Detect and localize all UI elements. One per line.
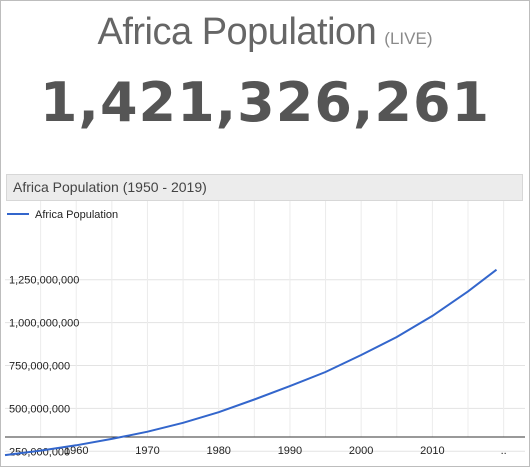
x-axis-labels: 1960 1970 1980 1990 2000 2010.. [64, 445, 507, 457]
title-row: Africa Population (LIVE) [1, 11, 529, 54]
legend-label: Africa Population [35, 209, 118, 221]
x-tick-label: 1980 [206, 445, 230, 457]
x-tick-label: 1990 [278, 445, 302, 457]
series-line-africa-population [4, 268, 498, 457]
x-tick-label: 1970 [135, 445, 159, 457]
y-axis-labels: 250,000,000500,000,000750,000,0001,000,0… [9, 275, 79, 459]
population-chart: 250,000,000500,000,000750,000,0001,000,0… [4, 201, 525, 459]
x-tick-label: .. [501, 445, 507, 457]
x-tick-label: 2010 [420, 445, 444, 457]
x-tick-label: 2000 [349, 445, 373, 457]
chart-title: Africa Population (1950 - 2019) [6, 174, 523, 201]
x-tick-label: 1960 [64, 445, 88, 457]
live-badge: (LIVE) [384, 29, 433, 48]
y-tick-label: 1,250,000,000 [9, 275, 79, 287]
y-tick-label: 750,000,000 [9, 361, 70, 373]
page-title: Africa Population [97, 11, 377, 53]
y-tick-label: 500,000,000 [9, 403, 70, 415]
population-counter: 1,421,326,261 [39, 71, 491, 134]
y-tick-label: 1,000,000,000 [9, 318, 79, 330]
gridlines [5, 201, 525, 452]
legend: Africa Population [7, 209, 118, 221]
